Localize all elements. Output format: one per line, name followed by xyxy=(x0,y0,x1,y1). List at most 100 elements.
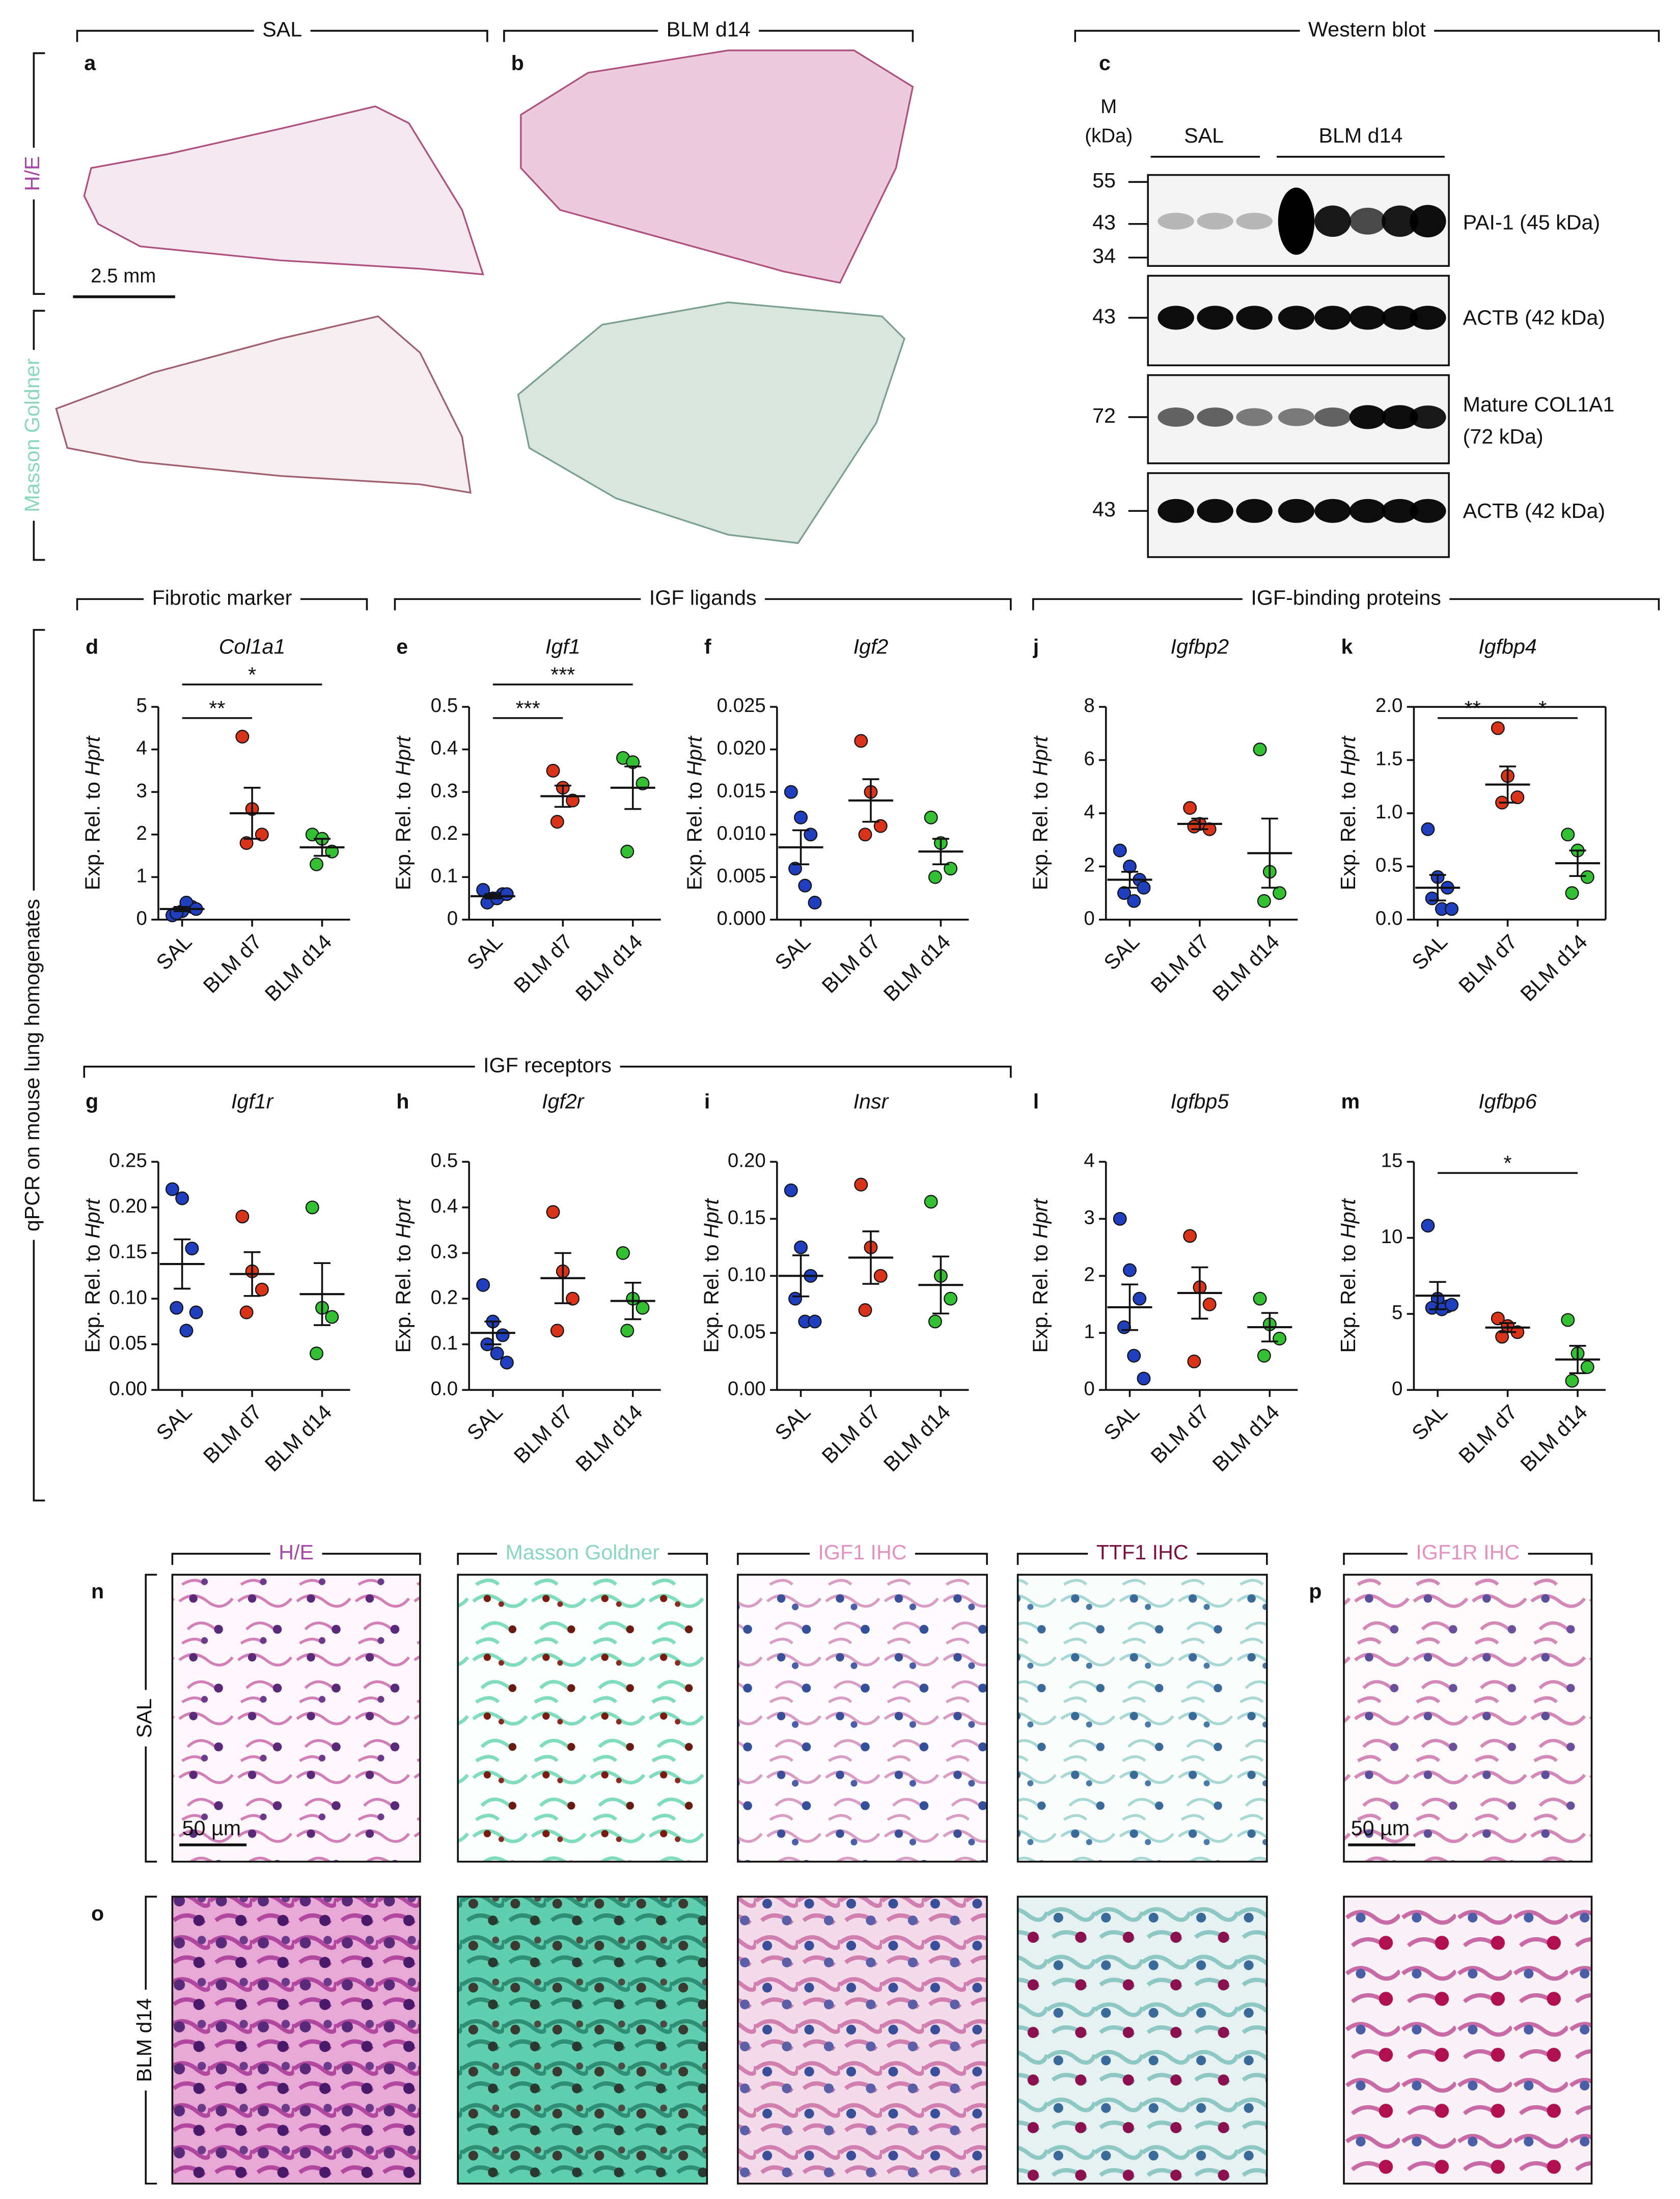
significance-label: ** xyxy=(209,696,225,720)
band xyxy=(1197,407,1233,427)
x-tick-label: BLM d7 xyxy=(509,1400,577,1468)
band xyxy=(1349,405,1386,429)
significance-label: *** xyxy=(550,663,575,686)
y-tick-label: 0.20 xyxy=(728,1149,766,1171)
data-point xyxy=(500,887,514,901)
data-point xyxy=(500,1356,514,1370)
chart-title: Igf2r xyxy=(542,1090,585,1113)
micrograph xyxy=(457,1574,708,1863)
bracket xyxy=(171,1553,270,1565)
histology-images xyxy=(55,49,914,544)
data-point xyxy=(1202,1297,1217,1311)
band xyxy=(1410,306,1446,330)
chart-title: Igf1r xyxy=(231,1090,274,1113)
micrograph xyxy=(1016,1574,1268,1863)
bracket xyxy=(145,1574,157,1690)
data-point xyxy=(175,1191,189,1205)
band xyxy=(1314,205,1351,237)
bracket xyxy=(145,2091,157,2185)
panel-letter: m xyxy=(1341,1090,1360,1113)
y-axis-label: Exp. Rel. to Hprt xyxy=(80,735,104,890)
data-point xyxy=(924,810,938,824)
y-tick-label: 0 xyxy=(136,908,147,929)
y-tick-label: 1.5 xyxy=(1375,748,1402,770)
data-point xyxy=(305,1200,319,1215)
data-point xyxy=(784,785,798,799)
data-point xyxy=(1421,1219,1435,1233)
band xyxy=(1382,205,1418,237)
data-point xyxy=(873,819,888,833)
bracket xyxy=(33,629,45,891)
y-tick-label: 0.00 xyxy=(728,1378,766,1399)
data-point xyxy=(798,878,812,893)
data-point xyxy=(1510,790,1525,805)
band xyxy=(1382,499,1418,523)
blot-label: PAI-1 (45 kDa) xyxy=(1463,211,1601,234)
band xyxy=(1278,499,1315,523)
bracket xyxy=(33,1240,45,1502)
x-tick-label: SAL xyxy=(1099,930,1144,975)
data-point xyxy=(566,793,580,808)
y-tick-label: 0.25 xyxy=(109,1149,147,1171)
band xyxy=(1278,187,1315,255)
data-point xyxy=(239,1305,254,1320)
y-tick-label: 4 xyxy=(136,737,147,759)
y-tick-label: 0.5 xyxy=(431,1149,458,1171)
x-tick-label: BLM d7 xyxy=(1146,1400,1214,1468)
bracket xyxy=(322,1553,421,1565)
micrograph xyxy=(1016,1895,1268,2185)
micrograph xyxy=(737,1574,988,1863)
data-point xyxy=(1425,891,1439,905)
band xyxy=(1236,306,1273,330)
x-tick-label: BLM d14 xyxy=(1208,1400,1284,1476)
data-point xyxy=(808,895,822,910)
y-tick-label: 2 xyxy=(1084,855,1094,876)
data-point xyxy=(1127,894,1141,908)
band xyxy=(1278,306,1315,330)
panel-letter: h xyxy=(396,1090,409,1113)
y-tick-label: 0.020 xyxy=(717,737,766,759)
y-tick-label: 4 xyxy=(1084,801,1094,823)
lane-group: BLM d14 xyxy=(1318,124,1402,147)
data-point xyxy=(179,1324,194,1338)
data-point xyxy=(1565,886,1579,900)
x-tick-label: BLM d14 xyxy=(260,930,336,1006)
x-tick-label: BLM d7 xyxy=(509,930,577,998)
panel-letter: g xyxy=(86,1090,98,1113)
bracket xyxy=(394,598,641,611)
band xyxy=(1349,207,1386,235)
x-tick-label: BLM d14 xyxy=(260,1400,336,1476)
data-point xyxy=(1580,870,1594,884)
y-tick-label: 0.000 xyxy=(717,908,766,929)
bracket xyxy=(1197,1553,1268,1565)
lung-section xyxy=(520,49,914,284)
ladder-label: 43 xyxy=(1092,305,1116,328)
data-point xyxy=(1137,881,1151,895)
section-header: IGF-binding proteins xyxy=(1251,586,1441,609)
band xyxy=(1349,306,1386,330)
panel-letter: o xyxy=(91,1902,104,1925)
band xyxy=(1410,405,1446,429)
data-point xyxy=(1257,894,1271,908)
bracket xyxy=(1074,30,1300,42)
data-point xyxy=(490,1346,504,1361)
data-point xyxy=(636,1301,650,1315)
y-tick-label: 3 xyxy=(1084,1206,1094,1228)
micrograph xyxy=(1343,1895,1593,2185)
panel-letter: n xyxy=(91,1580,104,1603)
y-tick-label: 0.5 xyxy=(431,695,458,717)
data-point xyxy=(784,1183,798,1197)
section-header: Fibrotic marker xyxy=(152,586,292,609)
data-point xyxy=(170,1301,184,1315)
significance-label: ** xyxy=(1465,696,1481,720)
data-point xyxy=(1580,1360,1594,1374)
y-tick-label: 0.20 xyxy=(109,1195,147,1217)
data-point xyxy=(1187,819,1201,834)
x-tick-label: BLM d14 xyxy=(1516,1400,1592,1476)
marker-label: (kDa) xyxy=(1085,125,1133,147)
bracket xyxy=(915,1553,988,1565)
x-tick-label: SAL xyxy=(1407,930,1452,975)
section-header: IGF1 IHC xyxy=(818,1541,906,1564)
data-point xyxy=(620,844,635,859)
row-header: BLM d14 xyxy=(132,1998,156,2082)
